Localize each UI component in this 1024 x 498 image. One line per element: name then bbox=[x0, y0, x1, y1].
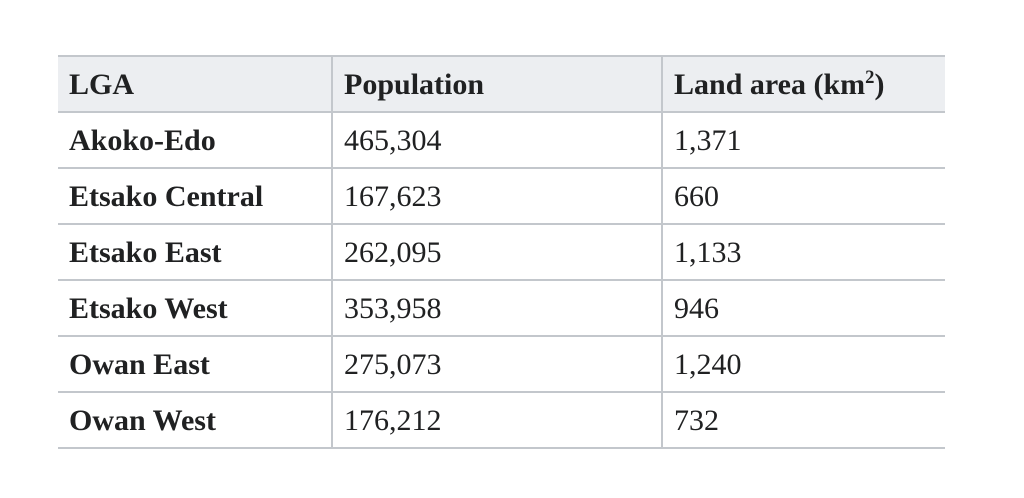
population-cell: 275,073 bbox=[331, 335, 662, 392]
population-cell: 176,212 bbox=[331, 391, 662, 449]
land-area-cell: 946 bbox=[661, 279, 945, 336]
land-area-cell: 732 bbox=[661, 391, 945, 449]
table-row: Etsako West 353,958 946 bbox=[58, 279, 945, 336]
lga-data-table: LGA Population Land area (km2) Akoko-Edo… bbox=[58, 55, 945, 449]
column-header-lga: LGA bbox=[58, 55, 332, 112]
table-row: Owan West 176,212 732 bbox=[58, 391, 945, 449]
population-cell: 262,095 bbox=[331, 223, 662, 280]
table-body: Akoko-Edo 465,304 1,371 Etsako Central 1… bbox=[58, 111, 945, 449]
land-area-cell: 1,371 bbox=[661, 111, 945, 168]
land-area-label-prefix: Land area (km bbox=[674, 67, 866, 101]
table-header: LGA Population Land area (km2) bbox=[58, 55, 945, 112]
column-header-population: Population bbox=[331, 55, 662, 112]
land-area-label-suffix: ) bbox=[874, 67, 885, 101]
lga-name-cell: Etsako West bbox=[58, 279, 332, 336]
table-row: Akoko-Edo 465,304 1,371 bbox=[58, 111, 945, 168]
land-area-cell: 1,133 bbox=[661, 223, 945, 280]
population-cell: 465,304 bbox=[331, 111, 662, 168]
lga-name-cell: Etsako Central bbox=[58, 167, 332, 224]
lga-name-cell: Owan East bbox=[58, 335, 332, 392]
lga-name-cell: Akoko-Edo bbox=[58, 111, 332, 168]
land-area-label-superscript: 2 bbox=[865, 66, 875, 88]
population-cell: 353,958 bbox=[331, 279, 662, 336]
lga-name-cell: Owan West bbox=[58, 391, 332, 449]
land-area-cell: 1,240 bbox=[661, 335, 945, 392]
table-row: Etsako East 262,095 1,133 bbox=[58, 223, 945, 280]
lga-name-cell: Etsako East bbox=[58, 223, 332, 280]
population-cell: 167,623 bbox=[331, 167, 662, 224]
land-area-cell: 660 bbox=[661, 167, 945, 224]
table-row: Etsako Central 167,623 660 bbox=[58, 167, 945, 224]
table-row: Owan East 275,073 1,240 bbox=[58, 335, 945, 392]
header-row: LGA Population Land area (km2) bbox=[58, 55, 945, 112]
column-header-land-area: Land area (km2) bbox=[661, 55, 945, 112]
